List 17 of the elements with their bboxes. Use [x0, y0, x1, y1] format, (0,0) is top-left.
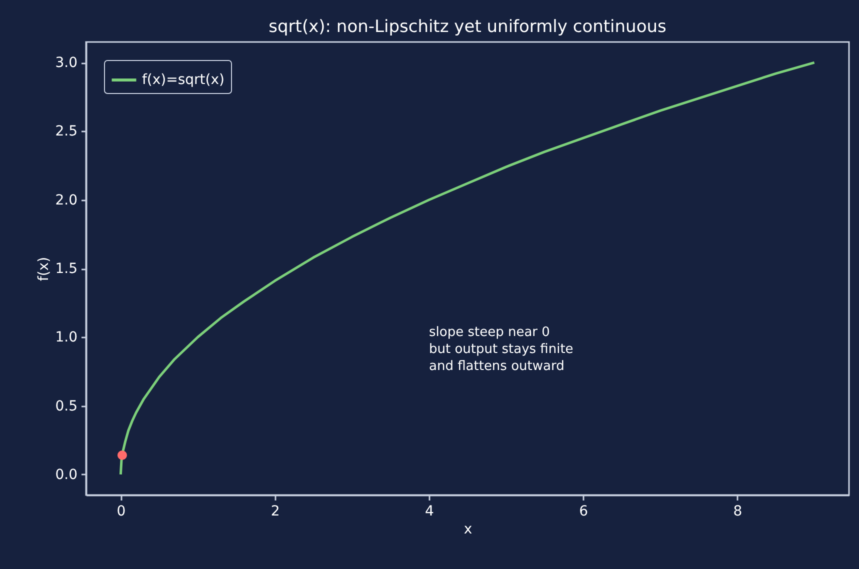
annotation: slope steep near 0 but output stays finite and flattens outward: [429, 325, 574, 374]
y-tick-label: 2.0: [55, 192, 78, 208]
y-tick-label: 2.5: [55, 124, 78, 140]
y-tick-label: 1.5: [55, 261, 78, 277]
x-tick-label: 6: [579, 504, 588, 520]
y-tick-label: 0.5: [55, 398, 78, 414]
y-axis-title: f(x): [36, 256, 52, 282]
x-tick-label: 0: [116, 504, 126, 520]
legend-label: f(x)=sqrt(x): [142, 72, 225, 88]
x-tick-label: 4: [425, 504, 434, 520]
y-tick-label: 0.0: [55, 466, 78, 483]
y-tick-label: 3.0: [55, 55, 78, 72]
x-tick-label: 8: [733, 504, 742, 520]
y-tick-label: 1.0: [55, 330, 78, 346]
chart-title: sqrt(x): non-Lipschitz yet uniformly continuous: [268, 17, 666, 37]
x-tick-label: 2: [270, 504, 280, 520]
x-axis-title: x: [464, 522, 472, 538]
